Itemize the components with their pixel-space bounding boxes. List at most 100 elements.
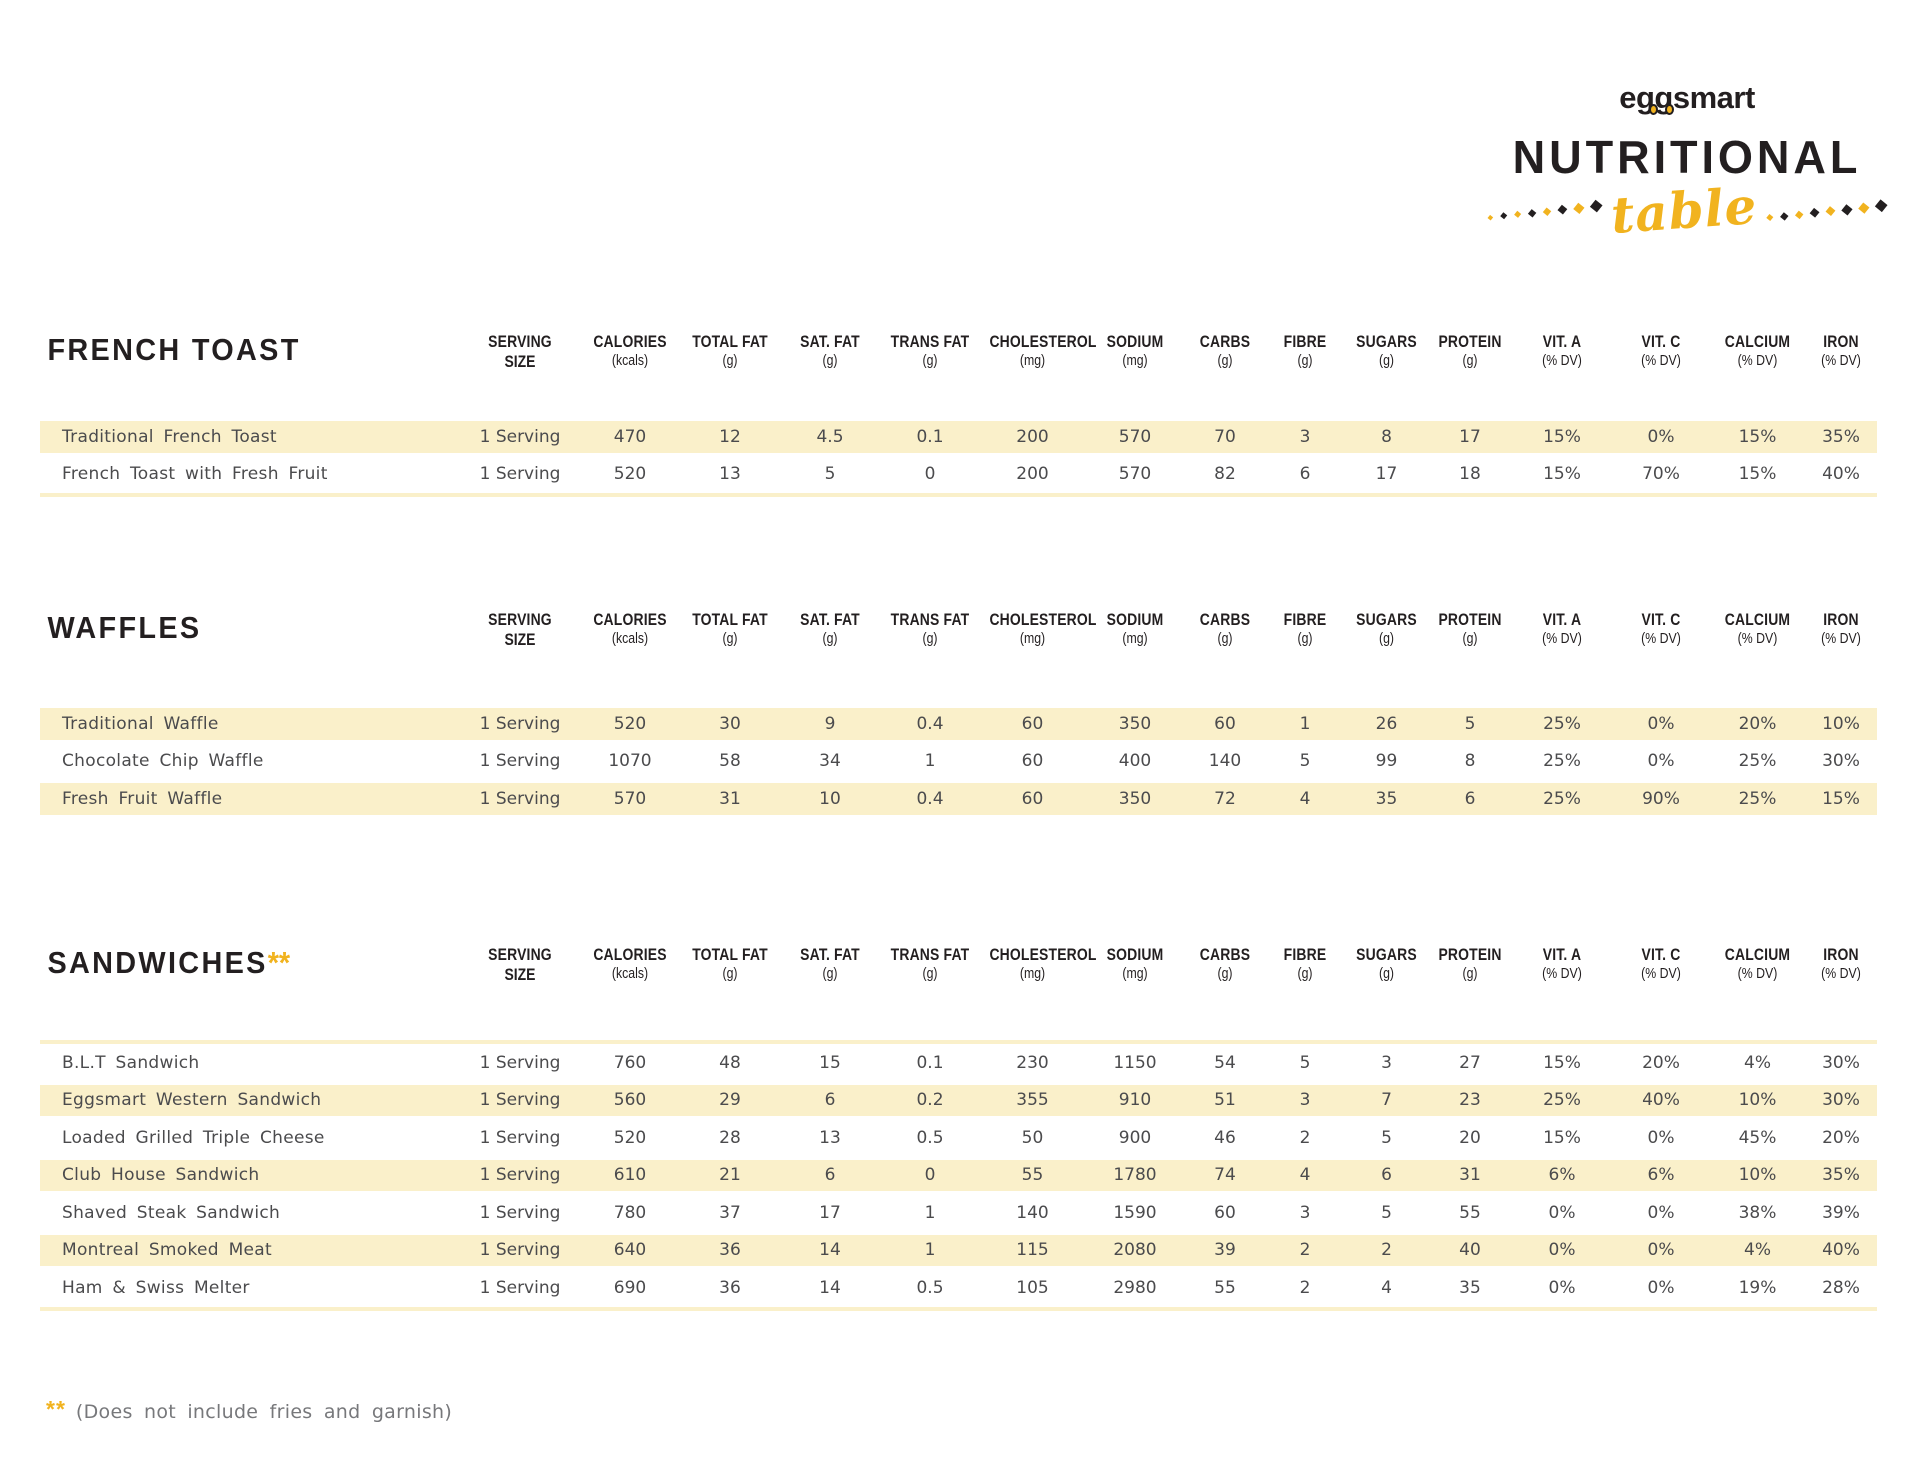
cell-calories: 760 <box>613 1052 647 1073</box>
cell-vit-c: 90% <box>1642 788 1680 809</box>
cell-cholesterol: 115 <box>1016 1240 1049 1261</box>
table-row: Shaved Steak Sandwich 1 Serving 780 37 17 1 14… <box>40 1194 1877 1232</box>
cell-cholesterol: 60 <box>1021 788 1044 809</box>
cell-iron: 40% <box>1822 464 1860 485</box>
row-divider <box>40 1306 1877 1311</box>
table-row: Club House Sandwich 1 Serving 610 21 6 0 55 178… <box>40 1156 1877 1194</box>
section-title: WAFFLES <box>47 610 202 645</box>
column-header-protein: PROTEIN (g) <box>1428 610 1512 649</box>
column-header-cholesterol: CHOLESTEROL (mg) <box>980 945 1096 984</box>
column-header-calories: CALORIES (kcals) <box>580 610 680 649</box>
column-label: SAT. FAT <box>800 945 860 964</box>
logo-script-word: table <box>1608 175 1759 246</box>
column-unit: (% DV) <box>1641 629 1681 647</box>
cell-calcium: 15% <box>1738 464 1777 485</box>
column-unit: (g) <box>1378 964 1395 982</box>
cell-vit-a: 0% <box>1548 1277 1576 1298</box>
cell-trans-fat: 0 <box>924 1165 936 1186</box>
column-label: PROTEIN <box>1438 610 1502 629</box>
column-unit: (mg) <box>1122 964 1148 982</box>
cell-sodium: 570 <box>1118 464 1152 485</box>
cell-vit-a: 15% <box>1543 1127 1581 1148</box>
cell-total-fat: 48 <box>719 1052 741 1073</box>
cell-iron: 30% <box>1822 1052 1860 1073</box>
cell-iron: 30% <box>1822 751 1860 772</box>
cell-protein: 5 <box>1464 713 1476 734</box>
decor-diamonds-left-icon <box>1487 199 1603 222</box>
item-name: B.L.T Sandwich <box>62 1052 200 1073</box>
cell-sat-fat: 10 <box>819 788 841 809</box>
column-unit: (% DV) <box>1821 964 1861 982</box>
column-header-total-fat: TOTAL FAT (g) <box>680 332 780 371</box>
table-row: Loaded Grilled Triple Cheese 1 Serving 520… <box>40 1119 1877 1157</box>
cell-iron: 28% <box>1822 1277 1860 1298</box>
column-unit: (g) <box>1462 629 1478 647</box>
table-row: Traditional Waffle 1 Serving 520 30 9 0.4 60 35… <box>40 705 1877 743</box>
cell-vit-c: 0% <box>1647 751 1675 772</box>
cell-serving: 1 Serving <box>479 464 561 485</box>
table-row: Eggsmart Western Sandwich 1 Serving 560 29 6… <box>40 1081 1877 1119</box>
cell-protein: 6 <box>1464 788 1476 809</box>
cell-vit-c: 6% <box>1647 1165 1675 1186</box>
cell-sat-fat: 15 <box>819 1052 841 1073</box>
column-unit: (mg) <box>1019 964 1046 982</box>
cell-vit-c: 0% <box>1647 426 1675 447</box>
column-unit: (mg) <box>1019 629 1046 647</box>
cell-sugars: 2 <box>1381 1240 1392 1261</box>
cell-calories: 640 <box>613 1240 647 1261</box>
cell-sodium: 570 <box>1118 426 1152 447</box>
column-unit: SIZE <box>504 629 536 649</box>
footnote: ** (Does not include fries and garnish) <box>46 1396 453 1423</box>
column-header-iron: IRON (% DV) <box>1805 945 1877 984</box>
column-header-row: WAFFLES SERVING SIZE CALORIES (kcals) TOTAL … <box>40 610 1877 649</box>
column-unit: (% DV) <box>1641 964 1681 982</box>
column-label: PROTEIN <box>1438 945 1502 964</box>
cell-vit-a: 0% <box>1548 1202 1576 1223</box>
column-label: SERVING <box>488 610 552 629</box>
column-label: IRON <box>1823 945 1859 964</box>
column-header-protein: PROTEIN (g) <box>1428 332 1512 371</box>
column-label: FIBRE <box>1283 610 1327 629</box>
cell-vit-c: 70% <box>1642 464 1680 485</box>
column-header-sat-fat: SAT. FAT (g) <box>780 610 880 649</box>
column-header-sodium: SODIUM (mg) <box>1085 610 1185 649</box>
cell-total-fat: 13 <box>719 464 741 485</box>
cell-protein: 18 <box>1459 464 1481 485</box>
table-row: Ham & Swiss Melter 1 Serving 690 36 14 0.5 105… <box>40 1269 1877 1307</box>
cell-calories: 520 <box>613 1127 647 1148</box>
cell-trans-fat: 0.5 <box>916 1127 944 1148</box>
diamond-dot-icon <box>1527 208 1537 217</box>
diamond-dot-icon <box>1795 209 1804 219</box>
column-label: PROTEIN <box>1438 332 1502 351</box>
column-header-serving-size: SERVING SIZE <box>460 945 580 984</box>
column-header-calories: CALORIES (kcals) <box>580 332 680 371</box>
column-label: CALORIES <box>593 332 667 351</box>
column-unit: (% DV) <box>1737 964 1778 982</box>
cell-fibre: 2 <box>1299 1127 1311 1148</box>
column-header-fibre: FIBRE (g) <box>1265 610 1345 649</box>
table-row: Montreal Smoked Meat 1 Serving 640 36 14 1 115… <box>40 1231 1877 1269</box>
column-label: IRON <box>1823 332 1859 351</box>
cell-calcium: 45% <box>1738 1127 1777 1148</box>
data-rows: Traditional Waffle 1 Serving 520 30 9 0.4 60 35… <box>40 705 1877 818</box>
cell-vit-a: 15% <box>1543 464 1581 485</box>
footnote-text: (Does not include fries and garnish) <box>75 1400 453 1423</box>
column-unit: (% DV) <box>1542 964 1582 982</box>
cell-serving: 1 Serving <box>479 788 561 809</box>
column-header-vit-a: VIT. A (% DV) <box>1512 945 1612 984</box>
cell-calories: 470 <box>613 426 647 447</box>
cell-vit-c: 0% <box>1647 1127 1675 1148</box>
column-header-protein: PROTEIN (g) <box>1428 945 1512 984</box>
cell-sodium: 350 <box>1118 788 1152 809</box>
item-name: Ham & Swiss Melter <box>62 1277 250 1298</box>
column-header-sugars: SUGARS (g) <box>1345 332 1428 371</box>
cell-fibre: 5 <box>1299 751 1311 772</box>
cell-protein: 40 <box>1459 1240 1481 1261</box>
table-row: Fresh Fruit Waffle 1 Serving 570 31 10 0.4 60 3… <box>40 780 1877 818</box>
cell-calcium: 4% <box>1744 1052 1771 1073</box>
column-label: TOTAL FAT <box>692 945 768 964</box>
column-unit: (g) <box>822 629 838 647</box>
logo-script-row: table <box>1487 176 1888 245</box>
cell-fibre: 3 <box>1299 426 1311 447</box>
cell-carbs: 60 <box>1214 713 1236 734</box>
